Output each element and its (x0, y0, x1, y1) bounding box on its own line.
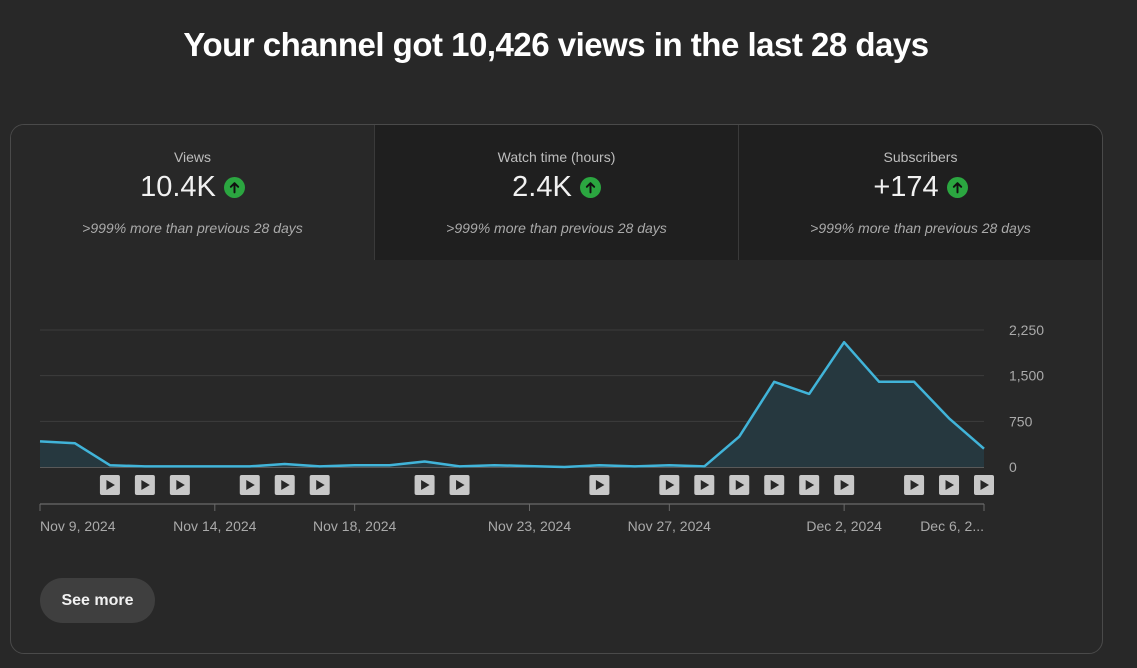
x-tick-label: Nov 14, 2024 (173, 518, 256, 534)
video-marker-icon[interactable] (414, 475, 435, 495)
see-more-button[interactable]: See more (40, 578, 155, 623)
metric-label: Views (173, 149, 212, 165)
video-marker-icon[interactable] (694, 475, 715, 495)
metric-comparison-note: >999% more than previous 28 days (82, 220, 303, 236)
data-point (562, 465, 566, 469)
x-tick-label: Nov 23, 2024 (488, 518, 571, 534)
data-point (353, 463, 357, 467)
metric-label: Watch time (hours) (497, 149, 616, 165)
metric-label: Subscribers (883, 149, 958, 165)
video-marker-icon[interactable] (764, 475, 785, 495)
video-marker-icon[interactable] (659, 475, 680, 495)
y-tick-label: 750 (1009, 413, 1033, 429)
data-point (877, 380, 881, 384)
data-point (318, 464, 322, 468)
video-marker-icon[interactable] (239, 475, 260, 495)
metric-comparison-note: >999% more than previous 28 days (446, 220, 667, 236)
x-tick-label: Nov 27, 2024 (628, 518, 711, 534)
data-point (947, 416, 951, 420)
data-point (597, 463, 601, 467)
video-marker-icon[interactable] (449, 475, 470, 495)
metric-comparison-note: >999% more than previous 28 days (810, 220, 1031, 236)
video-marker-icon[interactable] (834, 475, 855, 495)
data-point (283, 462, 287, 466)
video-marker-icon[interactable] (134, 475, 155, 495)
data-point (423, 460, 427, 464)
arrow-up-circle-icon (223, 177, 245, 198)
data-point (702, 464, 706, 468)
data-point (178, 464, 182, 468)
data-point (912, 380, 916, 384)
views-chart: 2,250 1,500 750 0 Nov 9, 2024 Nov 14, 2024 Nov… (11, 260, 1102, 550)
data-point (772, 380, 776, 384)
x-tick-label: Nov 18, 2024 (313, 518, 396, 534)
data-point (143, 464, 147, 468)
data-point (388, 463, 392, 467)
data-point (458, 464, 462, 468)
metric-value: 10.4K (140, 171, 216, 203)
views-chart-svg: 2,250 1,500 750 0 Nov 9, 2024 Nov 14, 2024 Nov… (38, 322, 1044, 534)
x-tick-label: Nov 9, 2024 (40, 518, 116, 534)
video-marker-icon[interactable] (274, 475, 295, 495)
views-line (39, 340, 985, 469)
data-point (527, 464, 531, 468)
data-point (248, 464, 252, 468)
data-point (807, 392, 811, 396)
video-marker-icon[interactable] (99, 475, 120, 495)
metric-tabs: Views 10.4K >999% more than previous 28 … (11, 125, 1102, 260)
data-point (982, 447, 986, 451)
metric-value: 2.4K (512, 171, 572, 203)
video-marker-icon[interactable] (309, 475, 330, 495)
data-point (108, 463, 112, 467)
analytics-card: Views 10.4K >999% more than previous 28 … (10, 124, 1103, 654)
data-point (667, 463, 671, 467)
video-marker-icon[interactable] (589, 475, 610, 495)
x-tick-label: Dec 6, 2... (920, 518, 984, 534)
views-area (40, 342, 984, 467)
metric-tab-subscribers[interactable]: Subscribers +174 >999% more than previou… (738, 125, 1102, 260)
video-marker-icon[interactable] (974, 475, 994, 495)
video-marker-icon[interactable] (939, 475, 960, 495)
data-point (737, 435, 741, 439)
x-tick-label: Dec 2, 2024 (806, 518, 882, 534)
data-point (493, 463, 497, 467)
video-marker-icon[interactable] (169, 475, 190, 495)
data-point (38, 439, 42, 443)
video-marker-icon[interactable] (904, 475, 925, 495)
video-marker-icon[interactable] (729, 475, 750, 495)
arrow-up-circle-icon (946, 177, 968, 198)
y-tick-label: 1,500 (1009, 368, 1044, 384)
y-tick-label: 0 (1009, 459, 1017, 475)
metric-tab-views[interactable]: Views 10.4K >999% more than previous 28 … (11, 125, 374, 260)
y-tick-label: 2,250 (1009, 322, 1044, 338)
data-point (213, 464, 217, 468)
data-point (842, 340, 846, 344)
data-point (73, 441, 77, 445)
metric-value: +174 (873, 171, 939, 203)
data-point (632, 464, 636, 468)
metric-tab-watch-time[interactable]: Watch time (hours) 2.4K >999% more than … (374, 125, 738, 260)
page-headline: Your channel got 10,426 views in the las… (183, 26, 929, 63)
arrow-up-circle-icon (579, 177, 601, 198)
video-marker-icon[interactable] (799, 475, 820, 495)
